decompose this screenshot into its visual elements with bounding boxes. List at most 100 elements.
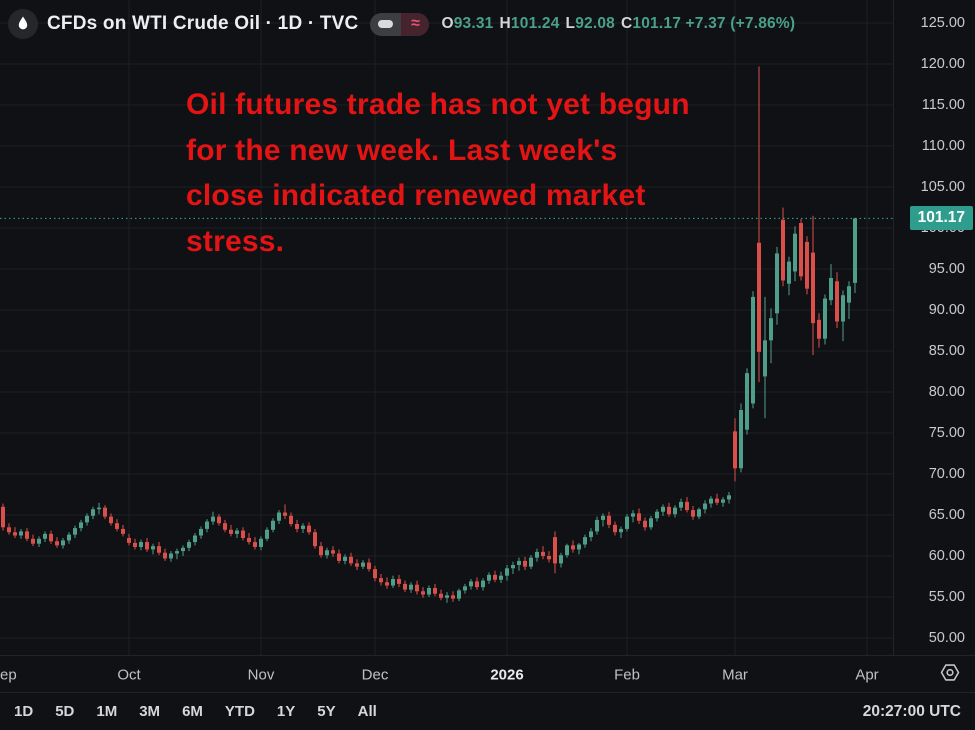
candle <box>733 418 737 482</box>
close-value: 101.17 <box>632 15 682 32</box>
price-axis[interactable]: 101.17 125.00120.00115.00110.00105.00100… <box>893 0 975 655</box>
candle <box>433 583 437 597</box>
candle <box>409 582 413 593</box>
candle <box>139 539 143 551</box>
candle <box>727 492 731 504</box>
time-axis-label: Feb <box>614 666 640 683</box>
range-button-3m[interactable]: 3M <box>139 703 161 720</box>
range-button-1m[interactable]: 1M <box>96 703 118 720</box>
candle <box>241 527 245 541</box>
candle <box>523 556 527 570</box>
time-axis[interactable]: ep Oct Nov Dec 2026 Feb Mar Apr <box>0 655 975 693</box>
candle <box>115 519 119 532</box>
candle <box>253 537 257 550</box>
oil-drop-icon <box>8 9 38 39</box>
candle <box>655 509 659 522</box>
candle <box>265 527 269 542</box>
candle <box>439 589 443 601</box>
candle <box>301 523 305 534</box>
candle <box>451 591 455 602</box>
last-price-badge: 101.17 <box>909 206 973 231</box>
candle <box>565 543 569 558</box>
candle <box>55 537 59 548</box>
candle <box>283 504 287 520</box>
candle <box>649 515 653 530</box>
candle <box>397 574 401 588</box>
low-label: L <box>565 15 576 32</box>
candle <box>499 571 503 584</box>
time-axis-label: ep <box>0 666 17 683</box>
candle <box>829 264 833 306</box>
candle <box>613 521 617 536</box>
candle <box>811 215 815 356</box>
candle <box>583 534 587 548</box>
approx-equals-icon[interactable]: ≈ <box>401 12 430 36</box>
range-button-all[interactable]: All <box>357 703 377 720</box>
candle <box>133 538 137 550</box>
legend-toggle: ≈ <box>370 12 430 36</box>
candle <box>127 533 131 546</box>
candle <box>109 513 113 526</box>
open-label: O <box>441 15 454 32</box>
candle <box>1 503 5 531</box>
range-button-5y[interactable]: 5Y <box>317 703 336 720</box>
high-label: H <box>499 15 511 32</box>
candle <box>427 585 431 597</box>
candle <box>85 513 89 526</box>
range-button-6m[interactable]: 6M <box>182 703 203 720</box>
candle <box>403 580 407 593</box>
candle <box>187 539 191 552</box>
time-axis-label: 2026 <box>490 666 524 683</box>
candle <box>259 536 263 551</box>
range-button-5d[interactable]: 5D <box>55 703 75 720</box>
range-button-1y[interactable]: 1Y <box>276 703 296 720</box>
candle <box>25 528 29 542</box>
candle <box>517 557 521 571</box>
clock[interactable]: 20:27:00 UTC <box>862 702 961 720</box>
high-value: 101.24 <box>510 15 560 32</box>
candle <box>805 236 809 295</box>
candle <box>91 506 95 520</box>
candle <box>541 546 545 560</box>
candles-layer <box>1 66 857 603</box>
candle <box>619 526 623 538</box>
annotation-line: Oil futures trade has not yet begun <box>186 88 690 121</box>
axis-settings-gear-icon[interactable] <box>937 659 963 690</box>
candle <box>469 578 473 590</box>
candle <box>391 575 395 588</box>
symbol-title[interactable]: CFDs on WTI Crude Oil · 1D · TVC <box>47 13 359 34</box>
candle <box>793 226 797 282</box>
candle <box>631 510 635 523</box>
candle <box>337 549 341 564</box>
low-value: 92.08 <box>575 15 615 32</box>
time-axis-label: Dec <box>361 666 389 683</box>
candle <box>205 519 209 533</box>
candle <box>721 496 725 507</box>
candle <box>751 291 755 409</box>
annotation-line: close indicated renewed market <box>186 179 646 212</box>
bottom-toolbar: 1D 5D 1M 3M 6M YTD 1Y 5Y All 20:27:00 UTC <box>0 692 975 730</box>
collapse-dash-icon[interactable] <box>370 12 402 36</box>
range-button-1d[interactable]: 1D <box>14 703 34 720</box>
price-axis-label: 50.00 <box>928 630 965 646</box>
drawing-text-annotation: Oil futures trade has not yet begun for … <box>186 82 690 264</box>
candle <box>757 66 761 383</box>
price-axis-label: 75.00 <box>928 425 965 441</box>
time-axis-label: Nov <box>247 666 275 683</box>
candle <box>739 403 743 473</box>
candle <box>37 536 41 547</box>
candle <box>589 528 593 542</box>
candle <box>475 577 479 590</box>
candle <box>481 578 485 591</box>
range-button-ytd[interactable]: YTD <box>224 703 255 720</box>
chart-legend: CFDs on WTI Crude Oil · 1D · TVC ≈ O93.3… <box>8 9 795 39</box>
candle <box>61 537 65 549</box>
candle <box>271 518 275 533</box>
candlestick-chart[interactable] <box>0 0 893 655</box>
annotation-line: for the new week. Last week's <box>186 133 618 167</box>
candle <box>79 519 83 532</box>
candle <box>421 587 425 598</box>
candle <box>373 565 377 582</box>
candle <box>817 313 821 348</box>
price-axis-label: 65.00 <box>928 507 965 523</box>
